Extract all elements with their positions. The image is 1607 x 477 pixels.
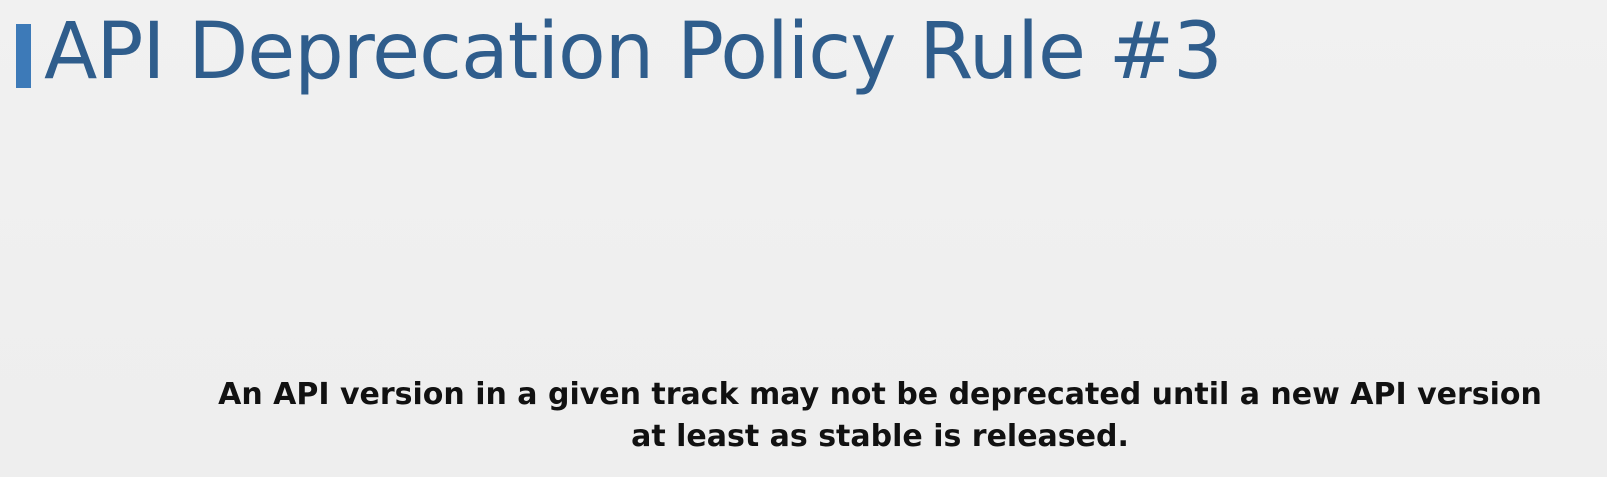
caption-line-1: An API version in a given track may not … [218, 377, 1542, 412]
title-accent-bar [16, 24, 31, 88]
slide-caption: An API version in a given track may not … [160, 374, 1600, 458]
slide-title: API Deprecation Policy Rule #3 [44, 7, 1223, 97]
caption-line-2: at least as stable is released. [631, 419, 1129, 454]
